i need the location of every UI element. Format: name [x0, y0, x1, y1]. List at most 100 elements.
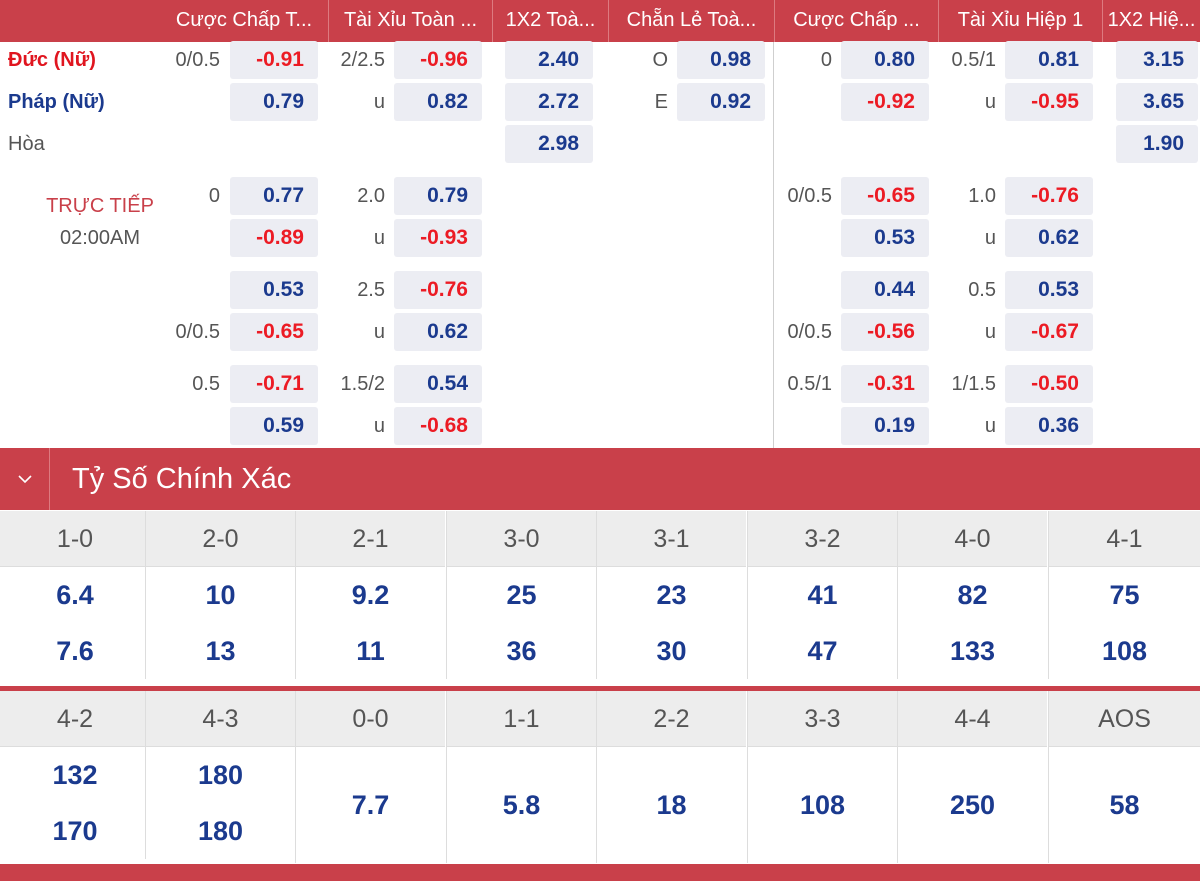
- h1-ou-line: 0.5/1: [951, 49, 996, 71]
- ft-ou-under-odds[interactable]: 0.82: [394, 83, 482, 121]
- score-cell: 1-0 6.4 7.6: [0, 511, 150, 679]
- score-label: AOS: [1049, 691, 1200, 747]
- score-label: 0-0: [296, 691, 445, 747]
- alt-ft-handicap-away-odds[interactable]: -0.89: [230, 219, 318, 257]
- score-odds-away[interactable]: 13: [205, 636, 236, 666]
- h1-ou-over-odds[interactable]: 0.81: [1005, 41, 1093, 79]
- alt-ft-ou-over-odds[interactable]: -0.76: [394, 271, 482, 309]
- ft-even-odds[interactable]: 0.92: [677, 83, 765, 121]
- score-odds-home[interactable]: 75: [1109, 580, 1140, 610]
- alt-ft-ou-under-odds[interactable]: -0.68: [394, 407, 482, 445]
- alt-ft-ou-under-odds[interactable]: 0.62: [394, 313, 482, 351]
- score-odds-home[interactable]: 23: [656, 580, 687, 610]
- alt-ft-ou-under-label: u: [373, 227, 385, 249]
- alt-h1-handicap-line: 0.5/1: [787, 373, 832, 395]
- score-label: 1-1: [447, 691, 596, 747]
- score-label: 3-2: [748, 511, 897, 567]
- collapse-toggle[interactable]: [0, 448, 50, 510]
- score-odds-away[interactable]: 170: [52, 816, 98, 846]
- alt-ft-ou-under-odds[interactable]: -0.93: [394, 219, 482, 257]
- alt-h1-ou-over-odds[interactable]: -0.50: [1005, 365, 1093, 403]
- h1-1x2-away-odds[interactable]: 3.65: [1116, 83, 1198, 121]
- half-divider: [773, 42, 774, 448]
- h1-ou-under-odds[interactable]: -0.95: [1005, 83, 1093, 121]
- score-odds-away[interactable]: 11: [356, 636, 385, 666]
- alt-h1-handicap-home-odds[interactable]: -0.31: [841, 365, 929, 403]
- score-cell: 3-3 108: [747, 691, 897, 863]
- alt-h1-ou-over-odds[interactable]: -0.76: [1005, 177, 1093, 215]
- score-odds-home[interactable]: 180: [197, 760, 244, 790]
- score-odds-home[interactable]: 6.4: [56, 580, 94, 610]
- score-odds[interactable]: 58: [1109, 790, 1140, 820]
- alt-h1-handicap-home-odds[interactable]: -0.65: [841, 177, 929, 215]
- ft-1x2-draw-odds[interactable]: 2.98: [505, 125, 593, 163]
- header-ft-1x2[interactable]: 1X2 Toà...: [492, 0, 608, 42]
- h1-1x2-home-odds[interactable]: 3.15: [1116, 41, 1198, 79]
- ft-1x2-home-odds[interactable]: 2.40: [505, 41, 593, 79]
- alt-h1-handicap-away-odds[interactable]: 0.53: [841, 219, 929, 257]
- h1-1x2-draw-odds[interactable]: 1.90: [1116, 125, 1198, 163]
- h1-handicap-home-odds[interactable]: 0.80: [841, 41, 929, 79]
- score-odds-away[interactable]: 180: [197, 816, 244, 846]
- score-cell: 1-1 5.8: [446, 691, 596, 863]
- score-odds-home[interactable]: 9.2: [351, 580, 390, 610]
- alt-ft-handicap-home-odds[interactable]: -0.71: [230, 365, 318, 403]
- alt-ft-handicap-home-odds[interactable]: 0.77: [230, 177, 318, 215]
- header-ft-handicap[interactable]: Cược Chấp T...: [175, 9, 313, 31]
- odd-label: O: [652, 49, 668, 71]
- alt-h1-handicap-home-odds[interactable]: 0.44: [841, 271, 929, 309]
- score-odds[interactable]: 250: [949, 790, 996, 820]
- market-header: Cược Chấp T... Tài Xỉu Toàn ... 1X2 Toà.…: [0, 0, 1200, 42]
- ft-ou-over-odds[interactable]: -0.96: [394, 41, 482, 79]
- alt-ft-handicap-away-odds[interactable]: 0.59: [230, 407, 318, 445]
- h1-handicap-away-odds[interactable]: -0.92: [841, 83, 929, 121]
- alt-ft-ou-over-odds[interactable]: 0.79: [394, 177, 482, 215]
- alt-h1-ou-under-odds[interactable]: -0.67: [1005, 313, 1093, 351]
- alt-ft-handicap-away-odds[interactable]: -0.65: [230, 313, 318, 351]
- alt-h1-ou-over-odds[interactable]: 0.53: [1005, 271, 1093, 309]
- score-odds-away[interactable]: 36: [506, 636, 537, 666]
- alt-h1-handicap-away-odds[interactable]: 0.19: [841, 407, 929, 445]
- header-ft-odd-even[interactable]: Chẵn Lẻ Toà...: [608, 0, 774, 42]
- score-odds-away[interactable]: 108: [1101, 636, 1148, 666]
- header-h1-1x2[interactable]: 1X2 Hiệ...: [1102, 0, 1200, 42]
- score-grid-row1: 1-0 6.4 7.6 2-0 10 13 2-1 9.2 11 3-0 25 …: [0, 511, 1200, 686]
- alt-ft-handicap-home-odds[interactable]: 0.53: [230, 271, 318, 309]
- alt-ft-ou-over-odds[interactable]: 0.54: [394, 365, 482, 403]
- ft-handicap-home-odds[interactable]: -0.91: [230, 41, 318, 79]
- score-label: 4-2: [0, 691, 150, 747]
- chevron-down-icon: [17, 475, 32, 484]
- score-odds-home[interactable]: 132: [52, 760, 98, 790]
- alt-h1-handicap-away-odds[interactable]: -0.56: [841, 313, 929, 351]
- score-label: 4-1: [1049, 511, 1200, 567]
- score-odds-home[interactable]: 10: [205, 580, 236, 610]
- h1-ou-under-label: u: [984, 91, 996, 113]
- score-odds-away[interactable]: 133: [949, 636, 996, 666]
- alt-ft-handicap-line: 0.5: [192, 373, 220, 395]
- alt-h1-ou-under-odds[interactable]: 0.62: [1005, 219, 1093, 257]
- header-h1-handicap[interactable]: Cược Chấp ...: [774, 0, 938, 42]
- score-odds[interactable]: 7.7: [351, 790, 390, 820]
- score-odds-away[interactable]: 30: [656, 636, 687, 666]
- alt-h1-ou-under-odds[interactable]: 0.36: [1005, 407, 1093, 445]
- ft-handicap-away-odds[interactable]: 0.79: [230, 83, 318, 121]
- score-cell: 2-2 18: [596, 691, 746, 863]
- header-h1-over-under[interactable]: Tài Xỉu Hiệp 1: [938, 0, 1102, 42]
- h1-handicap-line: 0: [820, 49, 832, 71]
- ft-1x2-away-odds[interactable]: 2.72: [505, 83, 593, 121]
- score-cell: 4-4 250: [897, 691, 1047, 863]
- score-odds[interactable]: 18: [656, 790, 687, 820]
- away-team-name: Pháp (Nữ): [8, 91, 105, 113]
- ft-odd-odds[interactable]: 0.98: [677, 41, 765, 79]
- alt-h1-ou-under-label: u: [984, 227, 996, 249]
- score-odds-away[interactable]: 7.6: [56, 636, 94, 666]
- score-odds[interactable]: 108: [799, 790, 846, 820]
- score-odds-away[interactable]: 47: [807, 636, 838, 666]
- score-odds-home[interactable]: 41: [807, 580, 838, 610]
- header-ft-over-under[interactable]: Tài Xỉu Toàn ...: [328, 0, 492, 42]
- ft-ou-line: 2/2.5: [340, 49, 385, 71]
- score-odds-home[interactable]: 82: [957, 580, 988, 610]
- score-odds-home[interactable]: 25: [506, 580, 537, 610]
- score-odds[interactable]: 5.8: [502, 790, 541, 820]
- score-cell: 2-1 9.2 11: [295, 511, 445, 679]
